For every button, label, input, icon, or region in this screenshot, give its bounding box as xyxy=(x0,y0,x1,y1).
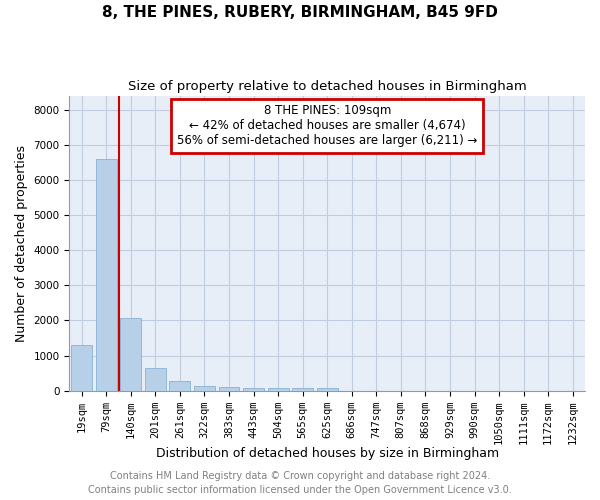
Bar xyxy=(292,388,313,391)
Bar xyxy=(194,386,215,391)
Bar xyxy=(96,159,116,391)
Bar xyxy=(145,368,166,391)
Y-axis label: Number of detached properties: Number of detached properties xyxy=(15,144,28,342)
Bar xyxy=(243,388,264,391)
Title: Size of property relative to detached houses in Birmingham: Size of property relative to detached ho… xyxy=(128,80,527,93)
Bar xyxy=(121,318,141,391)
Bar xyxy=(71,344,92,391)
Text: Contains HM Land Registry data © Crown copyright and database right 2024.
Contai: Contains HM Land Registry data © Crown c… xyxy=(88,471,512,495)
Text: 8 THE PINES: 109sqm
← 42% of detached houses are smaller (4,674)
56% of semi-det: 8 THE PINES: 109sqm ← 42% of detached ho… xyxy=(177,104,478,148)
Bar xyxy=(317,388,338,391)
X-axis label: Distribution of detached houses by size in Birmingham: Distribution of detached houses by size … xyxy=(155,447,499,460)
Text: 8, THE PINES, RUBERY, BIRMINGHAM, B45 9FD: 8, THE PINES, RUBERY, BIRMINGHAM, B45 9F… xyxy=(102,5,498,20)
Bar xyxy=(268,388,289,391)
Bar xyxy=(169,380,190,391)
Bar xyxy=(218,387,239,391)
